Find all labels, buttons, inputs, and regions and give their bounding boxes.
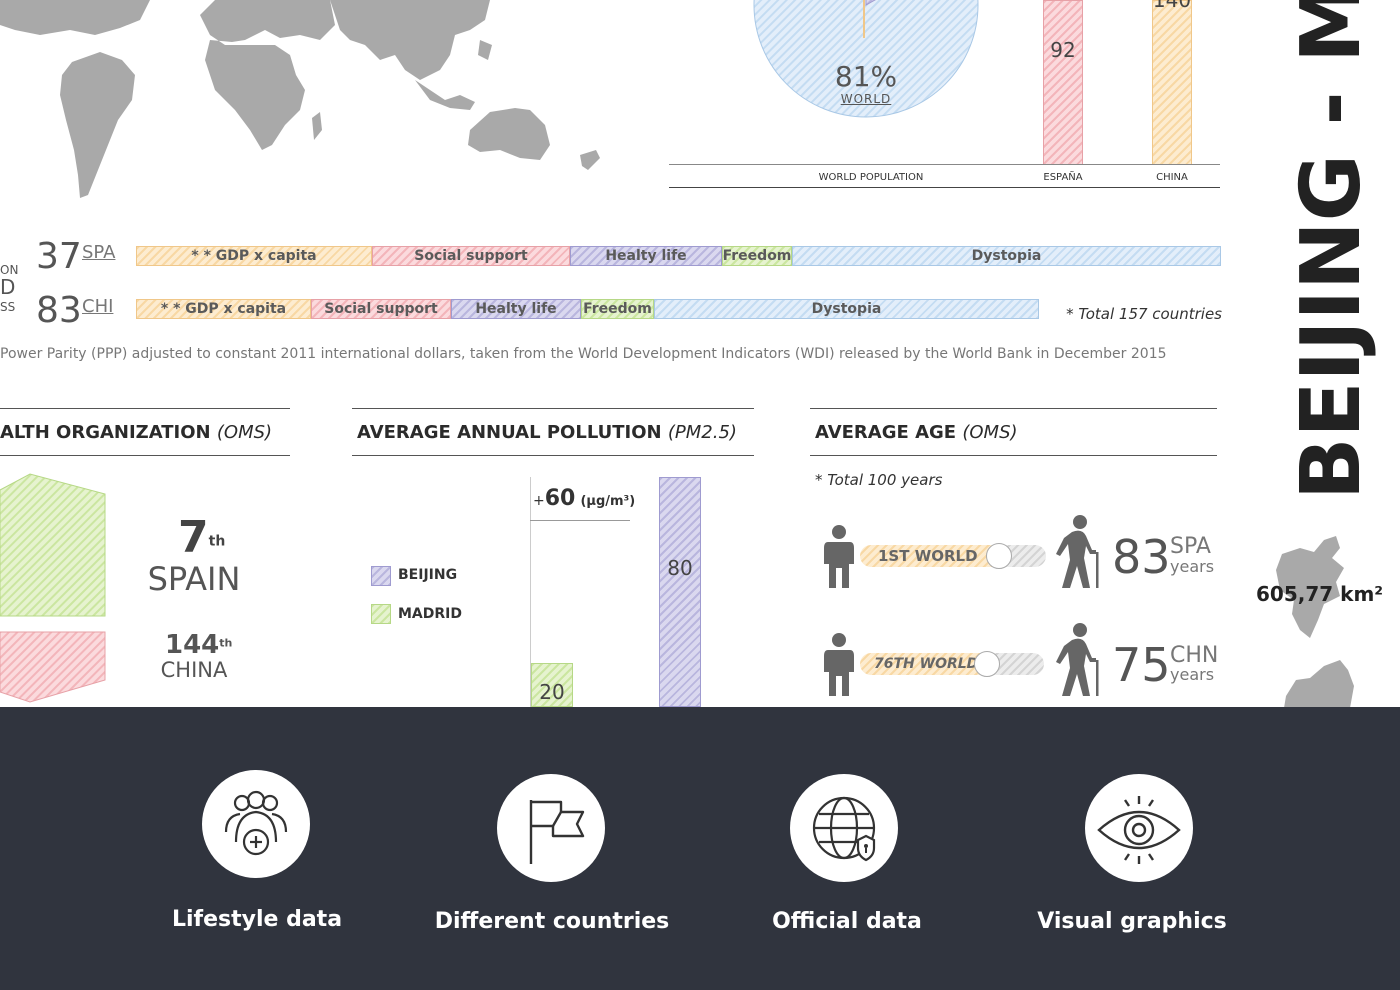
bar-beijing-value: 80 — [667, 556, 693, 580]
health-title: ALTH ORGANIZATION (OMS) — [0, 422, 273, 443]
bar-madrid-value: 20 — [539, 680, 565, 704]
happiness-bar-spa: * * GDP x capita Social support Healty l… — [136, 246, 1221, 266]
slider-fill — [860, 653, 988, 675]
axis-label-espana: ESPAÑA — [1043, 172, 1083, 183]
segment-gdp: * * GDP x capita — [136, 246, 372, 266]
segment-life: Healty life — [570, 246, 722, 266]
person-icon — [824, 633, 854, 696]
segment-social: Social support — [311, 299, 451, 319]
feature-visual-label: Visual graphics — [1037, 909, 1227, 934]
feature-official-button[interactable] — [790, 774, 898, 882]
segment-social: Social support — [372, 246, 570, 266]
person-icon — [824, 525, 854, 588]
eye-icon — [1097, 796, 1181, 864]
spain-rank: 7th — [178, 512, 226, 563]
age-note: * Total 100 years — [815, 471, 943, 489]
pollution-axis — [530, 477, 531, 707]
china-rank: 144th — [165, 630, 233, 660]
feature-official-label: Official data — [772, 909, 922, 934]
segment-freedom: Freedom — [722, 246, 792, 266]
happiness-left-label-1: ON — [0, 263, 19, 277]
bar-espana-value: 92 — [1050, 38, 1076, 62]
region-map-icon-2 — [1284, 660, 1354, 708]
age-unit-spa: years — [1170, 557, 1215, 576]
happiness-left-label-3: SS — [0, 300, 16, 314]
slider-track — [1000, 545, 1046, 567]
segment-dystopia: Dystopia — [792, 246, 1221, 266]
region-map-icon — [1276, 536, 1344, 638]
age-code-spa: SPA — [1170, 534, 1211, 559]
age-slider-spa: 1ST WORLD — [860, 543, 1046, 569]
world-population-chart: 81% WORLD 92 140 WORLD POPULATION ESPAÑA… — [665, 0, 1225, 195]
axis-label-world: WORLD POPULATION — [818, 172, 924, 183]
spain-name: SPAIN — [147, 560, 241, 598]
segment-life: Healty life — [451, 299, 581, 319]
rank-chi: 83 — [36, 290, 82, 331]
happiness-bar-chi: * * GDP x capita Social support Healty l… — [136, 299, 1039, 319]
legend-beijing-label: BEIJING — [398, 567, 458, 583]
slider-fill — [860, 545, 1000, 567]
segment-gdp: * * GDP x capita — [136, 299, 311, 319]
feature-countries-label: Different countries — [434, 909, 670, 934]
pie-percent: 81% — [834, 60, 898, 93]
bar-espana — [1043, 0, 1083, 165]
feature-countries-button[interactable] — [497, 774, 605, 882]
pollution-threshold: +60 (µg/m³) — [533, 486, 636, 511]
bar-beijing — [659, 477, 701, 707]
elderly-icon — [1056, 623, 1099, 696]
slider-label: 76TH WORLD — [874, 656, 979, 672]
slider-knob — [986, 543, 1012, 569]
legend-beijing-swatch — [371, 566, 391, 586]
pollution-bottom-rule — [352, 455, 754, 456]
rank-spa: 37 — [36, 236, 82, 277]
code-chi: CHI — [82, 296, 114, 317]
chart-baseline — [669, 164, 1220, 165]
age-code-chn: CHN — [1170, 643, 1219, 668]
slider-track — [988, 653, 1044, 675]
feature-footer: Lifestyle data Different countries Offic… — [0, 707, 1400, 990]
health-bottom-rule — [0, 455, 290, 456]
axis-label-china: CHINA — [1156, 172, 1188, 183]
area-value: 605,77 km² — [1256, 582, 1384, 606]
code-spa: SPA — [82, 242, 116, 263]
bar-china — [1152, 0, 1192, 165]
segment-freedom: Freedom — [581, 299, 654, 319]
bar-madrid — [531, 663, 573, 707]
slider-knob — [974, 651, 1000, 677]
pollution-top-rule — [352, 408, 754, 409]
bar-china-value: 140 — [1152, 0, 1192, 12]
age-value-spa: 83 — [1112, 530, 1171, 584]
happiness-footnote: Power Parity (PPP) adjusted to constant … — [0, 346, 1167, 362]
slider-label: 1ST WORLD — [878, 547, 978, 565]
health-shapes — [0, 473, 106, 703]
threshold-rule — [530, 520, 630, 521]
legend-madrid-label: MADRID — [398, 606, 462, 622]
chart-bottom-rule — [669, 187, 1220, 188]
legend-madrid-swatch — [371, 604, 391, 624]
total-countries-note: * Total 157 countries — [1066, 305, 1222, 323]
age-bottom-rule — [810, 455, 1217, 456]
feature-visual-button[interactable] — [1085, 774, 1193, 882]
age-slider-chn: 76TH WORLD — [860, 651, 1044, 677]
pollution-title: AVERAGE ANNUAL POLLUTION (PM2.5) — [357, 422, 737, 443]
flag-icon — [529, 800, 585, 864]
elderly-icon — [1056, 515, 1099, 588]
people-icon — [224, 790, 288, 856]
age-unit-chn: years — [1170, 665, 1215, 684]
health-top-rule — [0, 408, 290, 409]
population-pie — [753, 0, 979, 118]
pie-label: WORLD — [840, 92, 892, 106]
age-value-chn: 75 — [1112, 638, 1171, 692]
age-title: AVERAGE AGE (OMS) — [815, 422, 1018, 443]
segment-dystopia: Dystopia — [654, 299, 1039, 319]
age-top-rule — [810, 408, 1217, 409]
feature-lifestyle-button[interactable] — [202, 770, 310, 878]
happiness-left-label-2: D — [0, 275, 16, 299]
globe-icon — [812, 796, 876, 862]
vertical-title: BEIJING - MA — [1284, 0, 1379, 500]
china-name: CHINA — [160, 658, 228, 682]
world-map — [0, 0, 600, 198]
feature-lifestyle-label: Lifestyle data — [171, 907, 343, 932]
